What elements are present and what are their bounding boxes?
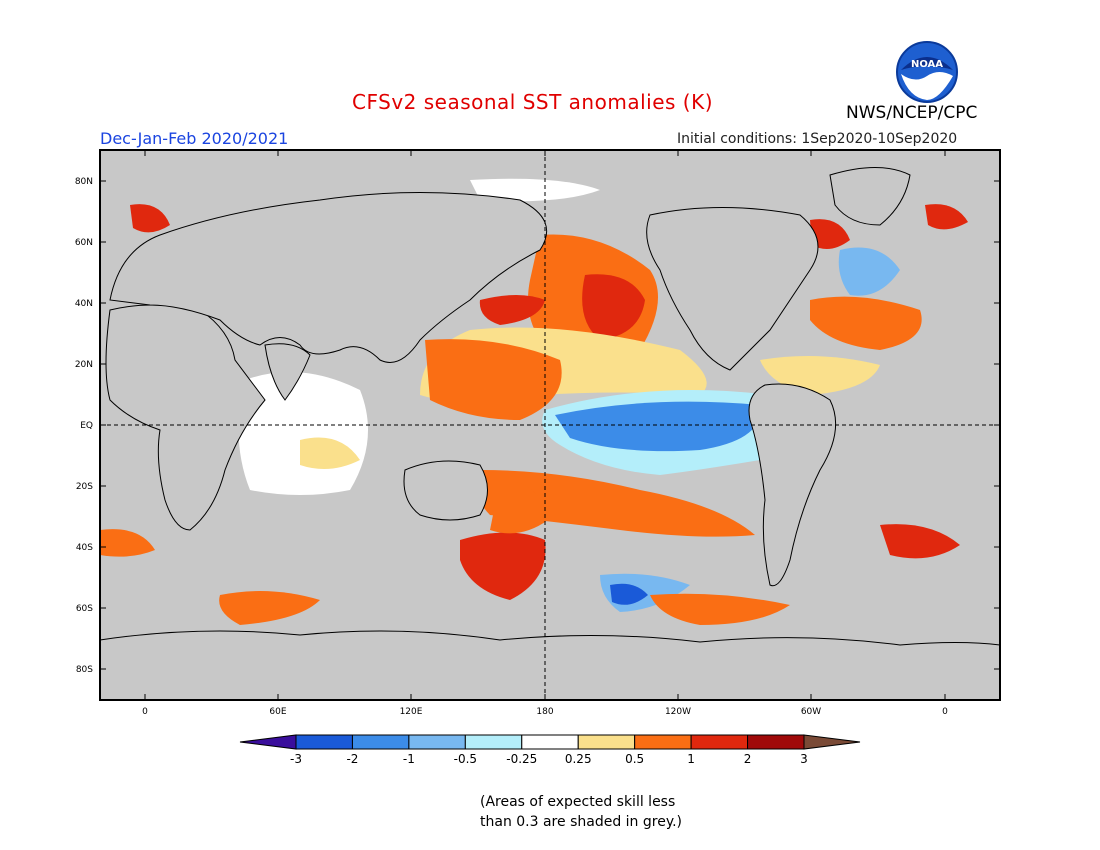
lat-tick-label: 60N <box>75 238 93 248</box>
colorbar-tick-label: 2 <box>744 752 752 766</box>
skill-note-line1: (Areas of expected skill less <box>480 794 676 810</box>
southwest-pacific-warm <box>490 480 548 534</box>
colorbar-bin <box>521 734 579 750</box>
lat-tick-label: 20S <box>76 482 93 492</box>
initial-conditions-label: Initial conditions: 1Sep2020-10Sep2020 <box>677 131 958 147</box>
colorbar-tick-label: -1 <box>403 752 415 766</box>
northwest-pacific-warm <box>425 339 562 420</box>
colorbar-tick-label: 3 <box>800 752 808 766</box>
lon-tick-label: 120E <box>400 707 423 717</box>
colorbar-tick-label: 1 <box>687 752 695 766</box>
tasman-sea-hot <box>460 532 546 600</box>
north-america <box>646 207 819 371</box>
skill-note-line2: than 0.3 are shaded in grey.) <box>480 814 683 830</box>
lon-ticks <box>144 150 946 700</box>
antarctica <box>99 630 1001 701</box>
colorbar-tick-label: -3 <box>290 752 302 766</box>
colorbar-bin <box>408 734 466 750</box>
south-america <box>748 383 837 587</box>
equatorial-pacific-cold <box>555 401 761 452</box>
greenland-sea-hot <box>810 219 850 249</box>
colorbar-tick-label: -2 <box>346 752 358 766</box>
barents-sea-west-hot <box>130 204 170 233</box>
noaa-logo: NOAA <box>896 41 958 103</box>
coastlines <box>99 167 1001 701</box>
lon-tick-label: 60E <box>269 707 286 717</box>
labrador-sea-cold <box>838 247 900 296</box>
indian-ocean-yellow <box>300 437 360 469</box>
colorbar-tick-label: -0.25 <box>506 752 537 766</box>
lat-tick-label: EQ <box>80 421 93 431</box>
lon-tick-labels: 0 60E 120E 180 120W 60W 0 <box>142 707 948 717</box>
organization-label: NWS/NCEP/CPC <box>846 103 978 123</box>
skill-note: (Areas of expected skill less than 0.3 a… <box>480 792 682 832</box>
greenland <box>829 167 911 226</box>
arctic-neutral-1 <box>470 178 600 202</box>
lat-tick-label: 60S <box>76 604 93 614</box>
lon-tick-label: 120W <box>665 707 691 717</box>
lon-tick-label: 0 <box>142 707 148 717</box>
lat-tick-label: 40S <box>76 543 93 553</box>
colorbar-bin <box>690 734 749 750</box>
central-north-pacific-hot <box>582 274 645 340</box>
colorbar-bin <box>747 734 805 750</box>
chart-title: CFSv2 seasonal SST anomalies (K) <box>352 90 713 114</box>
colorbar-bin <box>634 734 692 750</box>
lat-tick-label: 80S <box>76 665 93 675</box>
southeast-atlantic-warm <box>880 524 960 559</box>
southern-ocean-deep-cold <box>610 583 648 605</box>
season-label: Dec-Jan-Feb 2020/2021 <box>100 129 289 148</box>
colorbar-max-arrow <box>803 734 861 750</box>
noaa-logo-text: NOAA <box>911 59 943 70</box>
colorbar-bin <box>577 734 636 750</box>
lat-tick-label: 40N <box>75 299 93 309</box>
africa <box>105 304 266 531</box>
barents-sea-hot <box>925 204 968 230</box>
lat-tick-label: 20N <box>75 360 93 370</box>
colorbar-tick-label: -0.5 <box>454 752 477 766</box>
colorbar-bin <box>464 734 523 750</box>
colorbar-bin <box>295 734 353 750</box>
australia <box>403 460 488 521</box>
lon-tick-label: 0 <box>942 707 948 717</box>
colorbar: -3 -2 -1 -0.5 -0.25 0.25 0.5 1 2 3 <box>239 734 861 766</box>
india <box>264 343 311 401</box>
lon-tick-label: 60W <box>801 707 821 717</box>
southern-ocean-warm <box>650 593 790 625</box>
lon-tick-label: 180 <box>536 707 553 717</box>
colorbar-tick-label: 0.25 <box>565 752 592 766</box>
kuroshio-warm <box>479 295 545 325</box>
lat-tick-label: 80N <box>75 177 93 187</box>
colorbar-bin <box>351 734 410 750</box>
colorbar-min-arrow <box>239 734 297 750</box>
lat-ticks <box>100 180 1000 670</box>
south-atlantic-warm <box>100 529 155 557</box>
south-indian-warm <box>219 591 320 625</box>
colorbar-tick-label: 0.5 <box>625 752 644 766</box>
eurasia <box>109 192 548 363</box>
lat-tick-labels: 80N 60N 40N 20N EQ 20S 40S 60S 80S <box>75 177 93 675</box>
north-atlantic-warm <box>810 296 922 350</box>
